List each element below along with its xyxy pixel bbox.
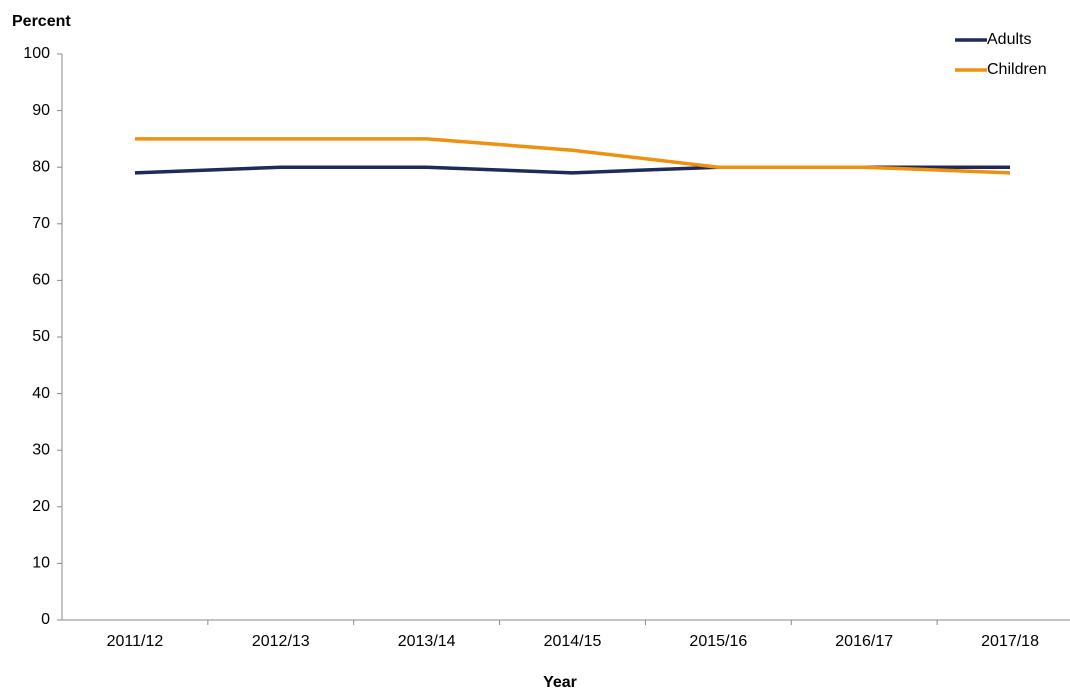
- x-axis-label: Year: [543, 674, 577, 690]
- y-tick-label: 70: [32, 215, 50, 232]
- y-tick-label: 10: [32, 555, 50, 572]
- legend-label: Adults: [987, 31, 1031, 48]
- legend-label: Children: [987, 61, 1047, 78]
- y-tick-label: 40: [32, 385, 50, 402]
- y-tick-label: 100: [23, 45, 50, 62]
- y-tick-label: 80: [32, 158, 50, 175]
- x-tick-label: 2014/15: [544, 633, 602, 650]
- x-tick-label: 2017/18: [981, 633, 1039, 650]
- y-tick-label: 60: [32, 272, 50, 289]
- series-line: [134, 137, 1011, 175]
- x-tick-label: 2012/13: [252, 633, 310, 650]
- y-tick-label: 0: [41, 611, 50, 628]
- y-tick-label: 90: [32, 102, 50, 119]
- y-axis-label: Percent: [12, 13, 71, 30]
- y-tick-label: 50: [32, 328, 50, 345]
- y-tick-label: 20: [32, 498, 50, 515]
- x-tick-label: 2015/16: [689, 633, 747, 650]
- x-tick-label: 2016/17: [835, 633, 893, 650]
- y-tick-label: 30: [32, 441, 50, 458]
- x-tick-label: 2013/14: [398, 633, 456, 650]
- x-tick-label: 2011/12: [107, 633, 164, 650]
